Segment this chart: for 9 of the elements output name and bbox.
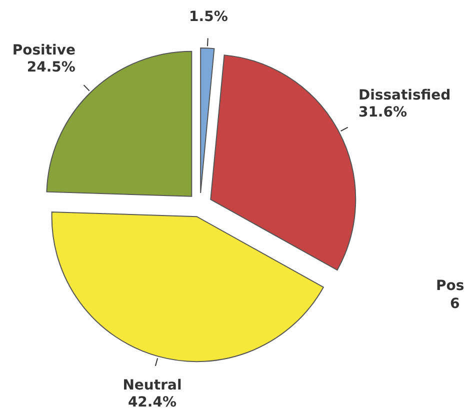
text: Pos bbox=[436, 278, 464, 294]
data-label: 42.4% bbox=[128, 394, 177, 411]
data-label: 24.5% bbox=[26, 59, 76, 76]
slice-label: Neutral bbox=[122, 378, 182, 394]
text: 6 bbox=[450, 296, 460, 312]
data-label: 31.6% bbox=[358, 104, 408, 121]
slice-label: Positive bbox=[12, 42, 76, 58]
data-label: 1.5% bbox=[189, 9, 228, 26]
slice-label: Dissatisfied bbox=[358, 88, 451, 104]
